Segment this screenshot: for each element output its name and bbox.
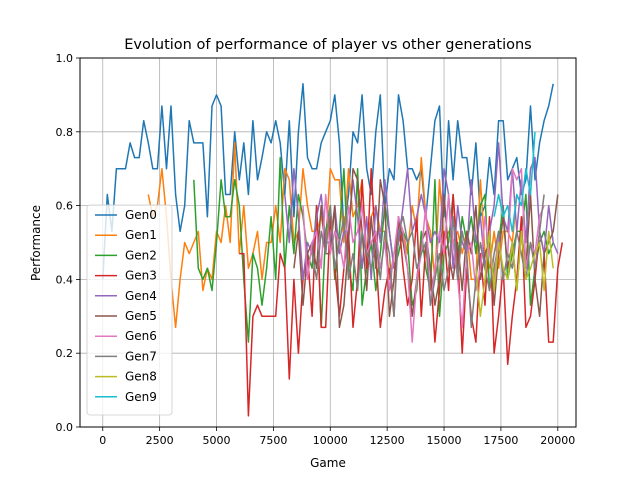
legend-label: Gen4 xyxy=(125,289,157,303)
x-tick-label: 15000 xyxy=(427,434,462,447)
legend-label: Gen1 xyxy=(125,228,157,242)
legend-label: Gen7 xyxy=(125,349,157,363)
series-line-gen8 xyxy=(475,230,554,318)
y-tick-label: 0.6 xyxy=(56,200,74,213)
x-tick-label: 12500 xyxy=(370,434,405,447)
legend-label: Gen8 xyxy=(125,370,157,384)
x-axis-label: Game xyxy=(310,456,346,470)
chart-title: Evolution of performance of player vs ot… xyxy=(124,37,531,53)
series-line-gen9 xyxy=(493,131,536,233)
y-tick-label: 0.8 xyxy=(56,126,74,139)
series-line-gen3 xyxy=(239,167,564,417)
plot-area xyxy=(102,83,564,417)
x-axis: 0 2500 5000 7500 10000 12500 15000 17500 20000 xyxy=(99,427,575,447)
legend: Gen0 Gen1 Gen2 Gen3 Gen4 Gen5 Gen6 Gen7 Gen8 Gen9 xyxy=(86,204,173,416)
y-tick-label: 0.0 xyxy=(56,421,74,434)
x-tick-label: 17500 xyxy=(483,434,518,447)
x-tick-label: 20000 xyxy=(540,434,575,447)
x-tick-label: 10000 xyxy=(313,434,348,447)
series-line-gen7 xyxy=(311,194,545,329)
legend-label: Gen5 xyxy=(125,309,157,323)
legend-box xyxy=(86,204,173,416)
y-tick-label: 0.2 xyxy=(56,347,74,360)
legend-label: Gen9 xyxy=(125,390,157,404)
y-tick-label: 0.4 xyxy=(56,273,74,286)
axes-frame xyxy=(79,57,577,428)
x-tick-label: 7500 xyxy=(259,434,287,447)
legend-label: Gen3 xyxy=(125,269,157,283)
x-tick-label: 5000 xyxy=(203,434,231,447)
y-axis: 0.0 0.2 0.4 0.6 0.8 1.0 xyxy=(56,52,80,434)
x-tick-label: 2500 xyxy=(146,434,174,447)
legend-label: Gen6 xyxy=(125,329,157,343)
y-tick-label: 1.0 xyxy=(56,52,74,65)
legend-label: Gen2 xyxy=(125,248,157,262)
legend-label: Gen0 xyxy=(125,208,157,222)
x-tick-label: 0 xyxy=(99,434,106,447)
y-axis-label: Performance xyxy=(29,205,43,281)
series-line-gen0 xyxy=(102,83,554,280)
